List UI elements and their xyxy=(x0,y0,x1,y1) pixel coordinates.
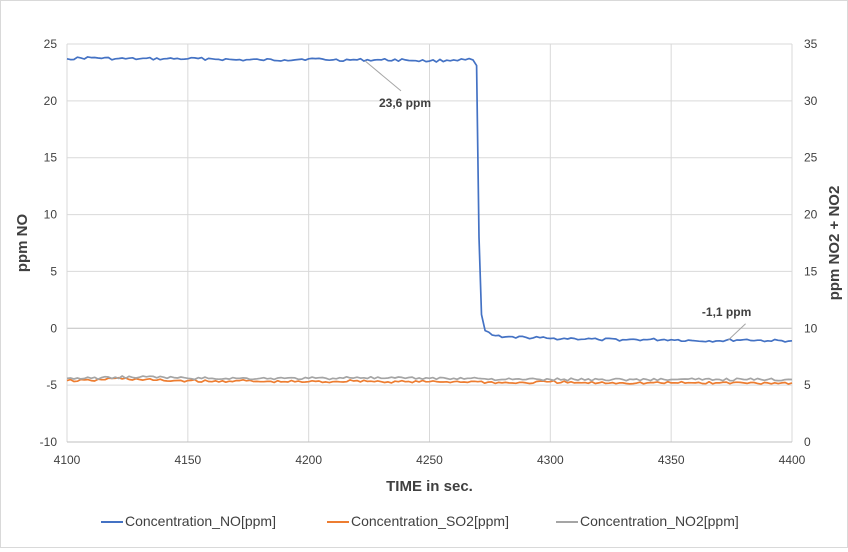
legend-label: Concentration_NO[ppm] xyxy=(125,513,276,529)
y-tick-label: -10 xyxy=(40,435,58,449)
y-axis-right-ticks: 0 5 10 15 20 25 30 35 xyxy=(804,37,818,449)
y-axis-left-ticks: -10 -5 0 5 10 15 20 25 xyxy=(40,37,58,449)
x-tick-label: 4100 xyxy=(54,453,81,467)
x-axis-title: TIME in sec. xyxy=(386,478,473,495)
x-tick-label: 4350 xyxy=(658,453,685,467)
annotation-label: 23,6 ppm xyxy=(379,96,431,110)
series-lines xyxy=(66,56,793,385)
series-line-2 xyxy=(66,375,793,382)
y-axis-right-title: ppm NO2 + NO2 xyxy=(826,186,843,301)
gridlines xyxy=(66,43,793,443)
series-line-1 xyxy=(66,376,793,385)
y2-tick-label: 25 xyxy=(804,151,818,165)
annotations: 23,6 ppm -1,1 ppm xyxy=(364,60,751,341)
y2-tick-label: 30 xyxy=(804,94,818,108)
legend: Concentration_NO[ppm] Concentration_SO2[p… xyxy=(101,513,739,529)
x-tick-label: 4400 xyxy=(779,453,806,467)
x-tick-label: 4200 xyxy=(295,453,322,467)
y-axis-left-title: ppm NO xyxy=(14,214,31,273)
y-tick-label: 20 xyxy=(44,94,58,108)
x-tick-label: 4300 xyxy=(537,453,564,467)
legend-label: Concentration_SO2[ppm] xyxy=(351,513,509,529)
y-tick-label: 15 xyxy=(44,151,58,165)
x-tick-label: 4150 xyxy=(174,453,201,467)
y-tick-label: 0 xyxy=(50,321,57,335)
y-tick-label: 10 xyxy=(44,208,58,222)
y2-tick-label: 15 xyxy=(804,264,818,278)
annotation-label: -1,1 ppm xyxy=(702,305,751,319)
annotation-leader xyxy=(728,323,746,341)
y-tick-label: -5 xyxy=(46,378,57,392)
x-tick-label: 4250 xyxy=(416,453,443,467)
y2-tick-label: 0 xyxy=(804,435,811,449)
series-line-0 xyxy=(66,56,793,343)
y2-tick-label: 5 xyxy=(804,378,811,392)
x-axis-ticks: 4100 4150 4200 4250 4300 4350 4400 xyxy=(54,453,806,467)
y2-tick-label: 35 xyxy=(804,37,818,51)
y-tick-label: 5 xyxy=(50,264,57,278)
y2-tick-label: 20 xyxy=(804,208,818,222)
y2-tick-label: 10 xyxy=(804,321,818,335)
annotation-leader xyxy=(364,60,402,92)
legend-label: Concentration_NO2[ppm] xyxy=(580,513,739,529)
y-tick-label: 25 xyxy=(44,37,58,51)
